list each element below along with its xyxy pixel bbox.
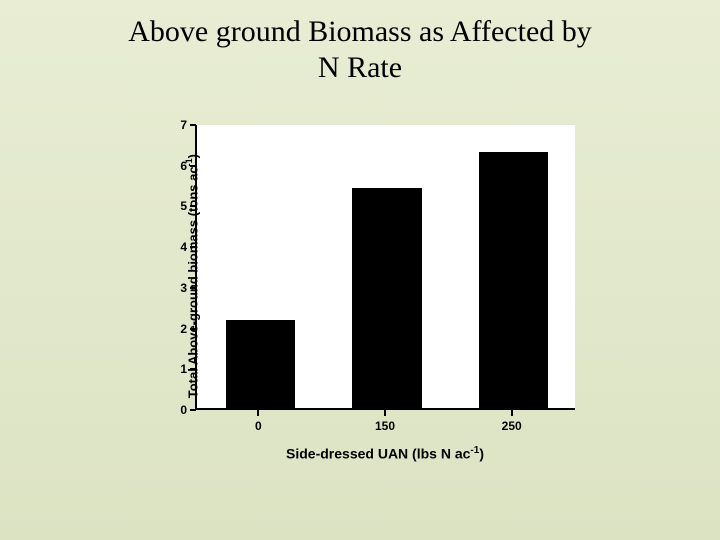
y-tick (190, 409, 196, 411)
y-tick (190, 165, 196, 167)
y-tick (190, 287, 196, 289)
title-line-2: N Rate (318, 51, 402, 84)
y-tick-label: 6 (155, 159, 187, 173)
bar (226, 320, 296, 408)
y-tick (190, 246, 196, 248)
y-tick-label: 0 (155, 403, 187, 417)
x-tick (257, 410, 259, 416)
x-tick (384, 410, 386, 416)
y-tick-label: 2 (155, 322, 187, 336)
bar (479, 152, 549, 409)
biomass-bar-chart: Total Above-ground biomass (tons ac-1) S… (110, 115, 610, 485)
y-tick (190, 124, 196, 126)
x-tick-label: 250 (502, 419, 522, 433)
plot-area (195, 125, 575, 410)
y-tick-label: 4 (155, 240, 187, 254)
y-tick (190, 368, 196, 370)
title-line-1: Above ground Biomass as Affected by (128, 15, 592, 48)
y-tick-label: 1 (155, 362, 187, 376)
y-tick (190, 205, 196, 207)
y-tick-label: 3 (155, 281, 187, 295)
x-tick-label: 0 (255, 419, 262, 433)
x-tick-label: 150 (375, 419, 395, 433)
x-axis-label: Side-dressed UAN (lbs N ac-1) (195, 445, 575, 462)
y-tick-label: 5 (155, 199, 187, 213)
y-tick (190, 328, 196, 330)
y-tick-label: 7 (155, 118, 187, 132)
slide-title: Above ground Biomass as Affected by N Ra… (0, 0, 720, 86)
bar (352, 188, 422, 408)
x-tick (511, 410, 513, 416)
